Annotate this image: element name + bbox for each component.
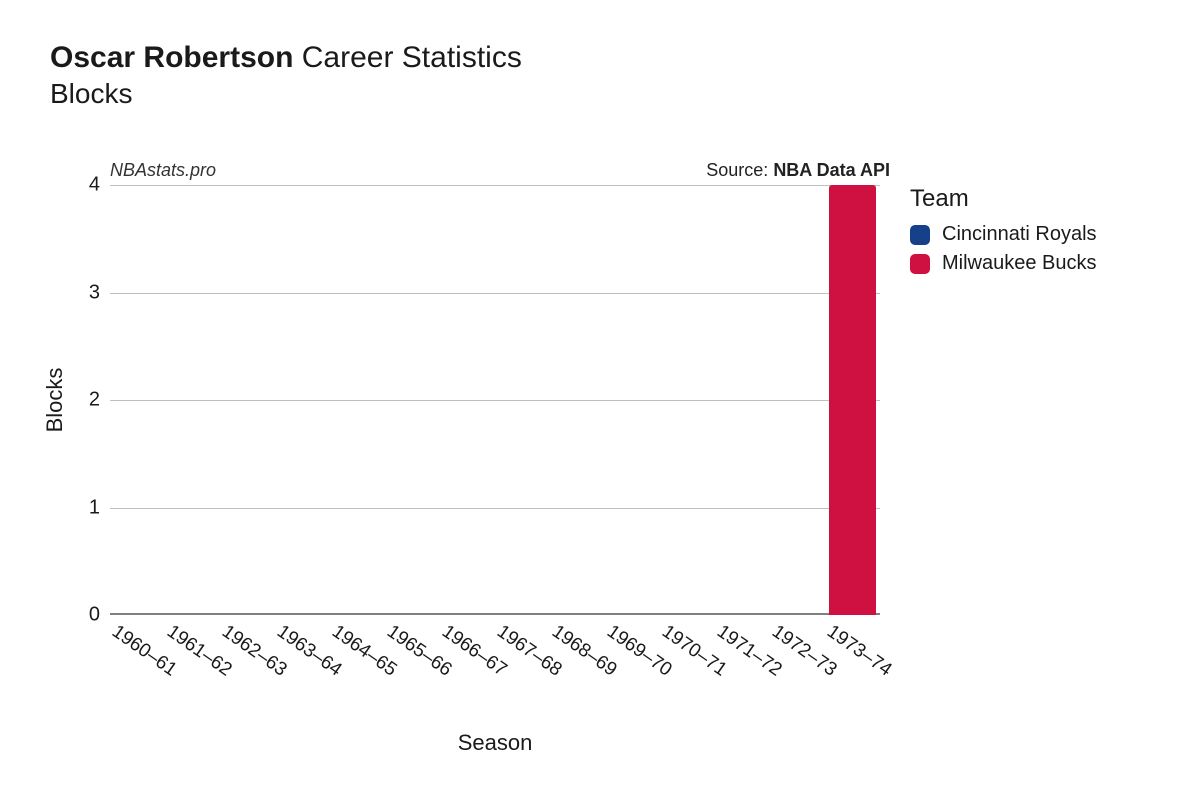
y-tick-label: 2	[89, 389, 110, 412]
source-note: Source: NBA Data API	[706, 160, 890, 181]
x-axis-baseline	[110, 613, 880, 615]
y-axis-label: Blocks	[42, 368, 68, 433]
legend-label: Milwaukee Bucks	[942, 252, 1097, 275]
x-axis-label: Season	[458, 730, 533, 756]
bar	[829, 185, 876, 615]
legend-title: Team	[910, 185, 1097, 213]
plot-area: 012341960–611961–621962–631963–641964–65…	[110, 185, 880, 615]
legend: Team Cincinnati Royals Milwaukee Bucks	[910, 185, 1097, 281]
chart-title-line1: Oscar Robertson Career Statistics	[50, 40, 1150, 76]
y-tick-label: 4	[89, 174, 110, 197]
source-name: NBA Data API	[773, 160, 890, 180]
site-note: NBAstats.pro	[110, 160, 216, 181]
y-tick-label: 1	[89, 496, 110, 519]
gridline	[110, 185, 880, 186]
gridline	[110, 400, 880, 401]
legend-item: Milwaukee Bucks	[910, 252, 1097, 275]
player-name: Oscar Robertson	[50, 41, 293, 74]
chart-title-line2: Blocks	[50, 78, 1150, 110]
chart-frame: Oscar Robertson Career Statistics Blocks…	[0, 0, 1200, 800]
legend-swatch	[910, 225, 930, 245]
notes-row: NBAstats.pro Source: NBA Data API	[110, 160, 890, 181]
y-tick-label: 3	[89, 281, 110, 304]
source-prefix: Source:	[706, 160, 773, 180]
legend-swatch	[910, 254, 930, 274]
title-suffix: Career Statistics	[302, 41, 522, 74]
legend-item: Cincinnati Royals	[910, 223, 1097, 246]
gridline	[110, 508, 880, 509]
gridline	[110, 293, 880, 294]
y-tick-label: 0	[89, 604, 110, 627]
legend-label: Cincinnati Royals	[942, 223, 1097, 246]
